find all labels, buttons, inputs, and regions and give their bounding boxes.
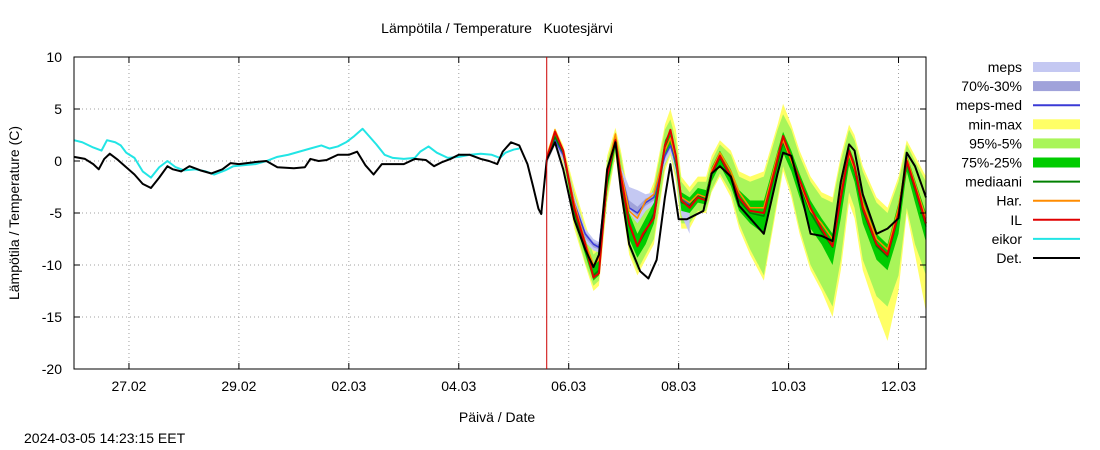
x-axis-ticks: 27.02 29.02 02.03 04.03 06.03 08.03 10.03 12.03: [111, 57, 916, 394]
legend-item-har: Har.: [996, 193, 1080, 209]
x-tick-label: 02.03: [331, 378, 366, 394]
band-meps: [546, 133, 690, 253]
y-tick-label: -20: [42, 361, 62, 377]
legend-item-p75_25: 75%-25%: [961, 155, 1080, 171]
x-axis-label: Päivä / Date: [459, 409, 535, 425]
legend-label: 70%-30%: [961, 78, 1022, 94]
series-il-line: [545, 128, 927, 279]
legend-label: min-max: [968, 116, 1022, 132]
y-tick-label: -10: [42, 257, 62, 273]
y-axis-ticks: 10 5 0 -5 -10 -15 -20: [42, 49, 926, 377]
legend-label: mediaani: [965, 174, 1022, 190]
x-tick-label: 27.02: [111, 378, 146, 394]
x-tick-label: 10.03: [771, 378, 806, 394]
x-tick-label: 12.03: [881, 378, 916, 394]
y-tick-label: -5: [50, 205, 63, 221]
legend-item-il: IL: [1010, 212, 1080, 228]
legend-item-eikor: eikor: [992, 231, 1080, 247]
legend-item-p70_30: 70%-30%: [961, 78, 1080, 94]
legend-swatch: [1033, 157, 1080, 168]
chart-title: Lämpötila / Temperature Kuotesjärvi: [381, 20, 613, 36]
legend-swatch: [1033, 62, 1080, 72]
series-det-line: [73, 141, 927, 280]
legend-label: 75%-25%: [961, 155, 1022, 171]
timestamp: 2024-03-05 14:23:15 EET: [24, 430, 186, 446]
legend-label: eikor: [992, 231, 1023, 247]
legend-label: meps-med: [956, 97, 1022, 113]
y-tick-label: -15: [42, 309, 62, 325]
y-tick-label: 5: [54, 101, 62, 117]
series-eikor-line: [73, 127, 520, 179]
legend-swatch: [1033, 138, 1080, 149]
y-tick-label: 0: [54, 153, 62, 169]
x-tick-label: 06.03: [551, 378, 586, 394]
legend: meps 70%-30% meps-med min-max 95%-5% 75%-25% m…: [956, 59, 1080, 266]
legend-swatch: [1033, 81, 1080, 92]
legend-label: 95%-5%: [969, 135, 1022, 151]
x-tick-label: 29.02: [221, 378, 256, 394]
legend-item-median: mediaani: [965, 174, 1080, 190]
legend-swatch: [1033, 119, 1080, 130]
y-tick-label: 10: [46, 49, 62, 65]
legend-item-minmax: min-max: [968, 116, 1080, 132]
legend-item-p95_5: 95%-5%: [969, 135, 1080, 151]
legend-item-det: Det.: [996, 250, 1080, 266]
legend-item-meps: meps: [988, 59, 1080, 75]
x-tick-label: 08.03: [661, 378, 696, 394]
legend-item-mepsmed: meps-med: [956, 97, 1080, 113]
legend-label: Det.: [996, 250, 1022, 266]
y-axis-label: Lämpötila / Temperature (C): [6, 126, 22, 300]
series-lines: [73, 127, 927, 280]
x-tick-label: 04.03: [441, 378, 476, 394]
legend-label: IL: [1010, 212, 1022, 228]
legend-label: Har.: [996, 193, 1022, 209]
legend-label: meps: [988, 59, 1022, 75]
